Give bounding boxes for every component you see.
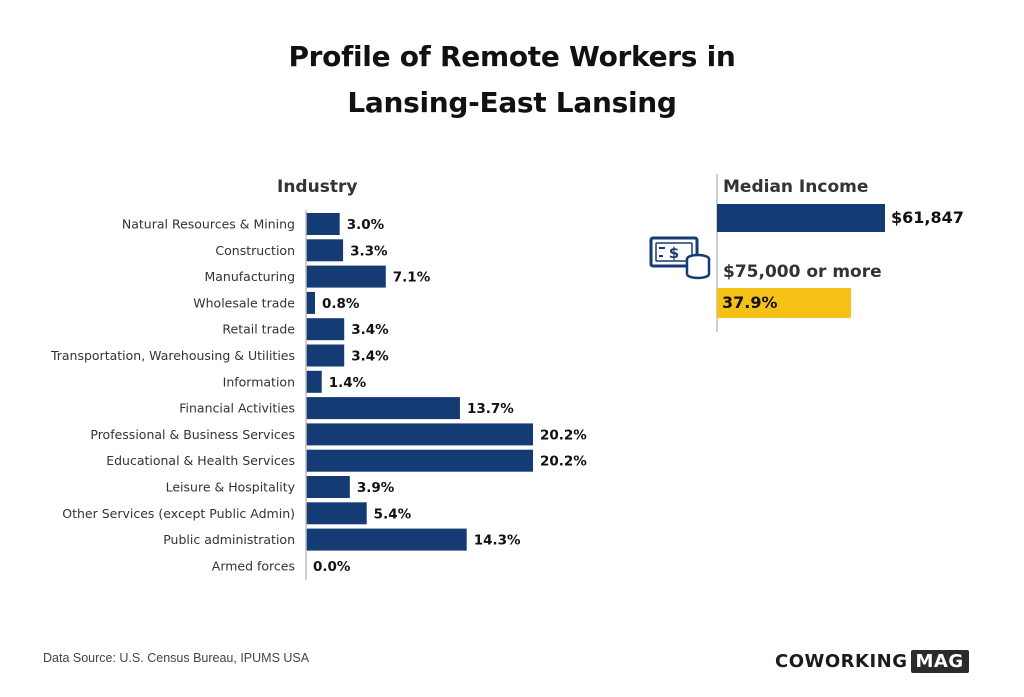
value-label: 14.3%: [474, 533, 521, 549]
category-label: Retail trade: [222, 322, 295, 337]
industry-bar: [306, 502, 367, 525]
value-label: 20.2%: [540, 454, 587, 470]
title-line-1: Profile of Remote Workers in: [288, 40, 736, 73]
value-label: 5.4%: [374, 506, 412, 522]
value-label: 7.1%: [393, 270, 431, 286]
industry-bar: [306, 423, 533, 446]
industry-bar: [306, 239, 344, 262]
industry-bar: [306, 528, 467, 551]
brand-logo-text-2: MAG: [910, 649, 969, 673]
high-income-bar: [717, 288, 851, 318]
income-panel: Median Income $61,847 $75,000 or more 37…: [716, 174, 976, 334]
category-label: Manufacturing: [204, 269, 295, 284]
median-income-bar: [717, 204, 885, 232]
industry-heading: Industry: [277, 177, 358, 197]
industry-bar: [306, 344, 345, 367]
category-label: Armed forces: [212, 558, 295, 573]
industry-bar: [306, 397, 460, 420]
chart-title: Profile of Remote Workers in Lansing-Eas…: [0, 34, 1024, 126]
industry-bar: [306, 265, 386, 288]
category-label: Financial Activities: [179, 401, 295, 416]
value-label: 0.0%: [313, 559, 351, 575]
income-axis-line: [716, 174, 718, 332]
industry-bar: [306, 370, 322, 393]
industry-bar: [306, 449, 533, 472]
brand-logo-text-1: COWORKING: [775, 650, 908, 672]
value-label: 13.7%: [467, 401, 514, 417]
value-label: 3.3%: [350, 243, 388, 259]
value-label: 3.0%: [347, 217, 385, 233]
svg-text:$: $: [669, 244, 679, 262]
category-label: Public administration: [163, 532, 295, 547]
value-label: 20.2%: [540, 427, 587, 443]
value-label: 3.4%: [351, 322, 389, 338]
value-label: 3.9%: [357, 480, 395, 496]
industry-bar: [306, 318, 345, 341]
title-line-2: Lansing-East Lansing: [347, 86, 677, 119]
median-income-label: Median Income: [723, 177, 869, 197]
high-income-value: 37.9%: [722, 293, 778, 312]
category-label: Natural Resources & Mining: [122, 217, 295, 232]
industry-bar: [306, 476, 350, 498]
money-cash-coins-icon: $: [649, 236, 711, 280]
category-label: Information: [223, 374, 295, 389]
data-source-note: Data Source: U.S. Census Bureau, IPUMS U…: [43, 651, 310, 665]
category-label: Wholesale trade: [193, 295, 295, 310]
value-label: 3.4%: [351, 349, 389, 365]
category-label: Construction: [215, 243, 295, 258]
industry-bar-chart: Natural Resources & Mining 3.0% Constructi…: [50, 210, 587, 580]
category-label: Other Services (except Public Admin): [62, 506, 295, 521]
category-label: Leisure & Hospitality: [166, 480, 296, 495]
category-label: Transportation, Warehousing & Utilities: [50, 348, 295, 363]
category-label: Educational & Health Services: [106, 453, 295, 468]
industry-bar: [306, 291, 315, 314]
industry-bar: [306, 213, 340, 235]
brand-logo: COWORKING MAG: [775, 648, 969, 674]
value-label: 1.4%: [329, 375, 367, 391]
value-label: 0.8%: [322, 296, 360, 312]
category-label: Professional & Business Services: [90, 427, 295, 442]
high-income-label: $75,000 or more: [723, 262, 882, 282]
median-income-value: $61,847: [891, 208, 964, 227]
